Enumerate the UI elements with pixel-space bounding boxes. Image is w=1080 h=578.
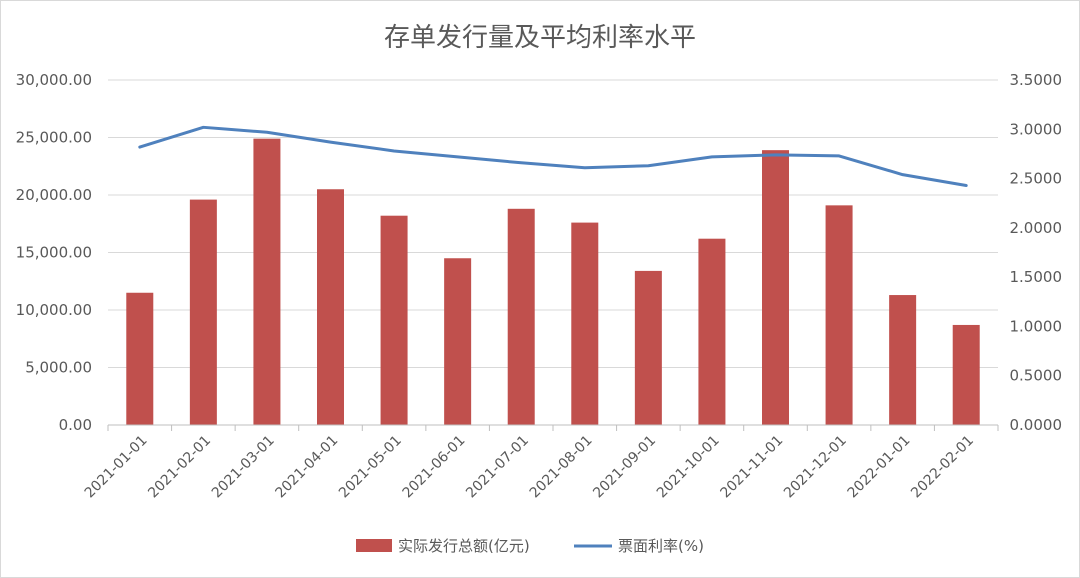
x-axis-tick-label: 2021-06-01 <box>400 433 469 502</box>
x-axis-tick-label: 2022-01-01 <box>845 433 914 502</box>
x-axis-tick-label: 2021-11-01 <box>717 433 786 502</box>
bar <box>126 292 154 425</box>
x-axis-tick-label: 2021-02-01 <box>145 433 214 502</box>
left-axis-tick-label: 25,000.00 <box>16 129 92 147</box>
legend-bar-swatch <box>356 539 392 552</box>
x-axis-tick-label: 2021-09-01 <box>590 433 659 502</box>
left-axis: 0.00 5,000.00 10,000.00 15,000.00 20,000.00 2… <box>16 71 92 434</box>
x-axis-tick-label: 2021-01-01 <box>82 433 151 502</box>
right-axis-tick-label: 0.5000 <box>1010 367 1063 385</box>
right-axis-tick-label: 3.5000 <box>1010 71 1063 89</box>
x-axis-tick-label: 2021-05-01 <box>336 433 405 502</box>
bar <box>634 270 662 425</box>
chart-title: 存单发行量及平均利率水平 <box>384 23 696 53</box>
line-series <box>138 125 968 187</box>
right-axis: 0.0000 0.5000 1.0000 1.5000 2.0000 2.5000 3.00… <box>1010 71 1063 434</box>
bar <box>317 189 344 425</box>
x-axis-tick-label: 2022-02-01 <box>908 433 977 502</box>
rate-line <box>138 125 968 187</box>
x-axis-tick-label: 2021-04-01 <box>272 433 341 502</box>
bar <box>444 258 472 425</box>
left-axis-tick-label: 15,000.00 <box>16 244 92 262</box>
x-axis-tick-label: 2021-12-01 <box>781 433 850 502</box>
bar <box>889 295 917 425</box>
x-axis-tick-label: 2021-10-01 <box>654 433 723 502</box>
left-axis-tick-label: 5,000.00 <box>25 359 92 377</box>
legend: 实际发行总额(亿元) 票面利率(%) <box>356 537 704 555</box>
right-axis-tick-label: 0.0000 <box>1010 416 1063 434</box>
right-axis-tick-label: 1.5000 <box>1010 268 1063 286</box>
bar <box>762 150 789 425</box>
x-axis: 2021-01-012021-02-012021-03-012021-04-01… <box>82 424 999 502</box>
bar <box>571 222 599 425</box>
bar-series <box>126 138 980 425</box>
x-axis-tick-label: 2021-08-01 <box>527 433 596 502</box>
bar <box>698 238 726 425</box>
left-axis-tick-label: 0.00 <box>59 416 92 434</box>
bar <box>253 138 281 425</box>
legend-line-label: 票面利率(%) <box>618 537 704 555</box>
bar <box>507 208 535 425</box>
left-axis-tick-label: 20,000.00 <box>16 186 92 204</box>
bar <box>189 199 217 425</box>
x-axis-tick-label: 2021-07-01 <box>463 433 532 502</box>
legend-bar-label: 实际发行总额(亿元) <box>398 537 530 555</box>
left-axis-tick-label: 10,000.00 <box>16 301 92 319</box>
x-axis-tick-label: 2021-03-01 <box>209 433 278 502</box>
left-axis-tick-label: 30,000.00 <box>16 71 92 89</box>
bar <box>825 205 853 425</box>
right-axis-tick-label: 2.5000 <box>1010 170 1063 188</box>
right-axis-tick-label: 1.0000 <box>1010 317 1063 335</box>
right-axis-tick-label: 2.0000 <box>1010 219 1063 237</box>
right-axis-tick-label: 3.0000 <box>1010 120 1063 138</box>
bar <box>952 324 980 425</box>
bar <box>380 215 408 425</box>
